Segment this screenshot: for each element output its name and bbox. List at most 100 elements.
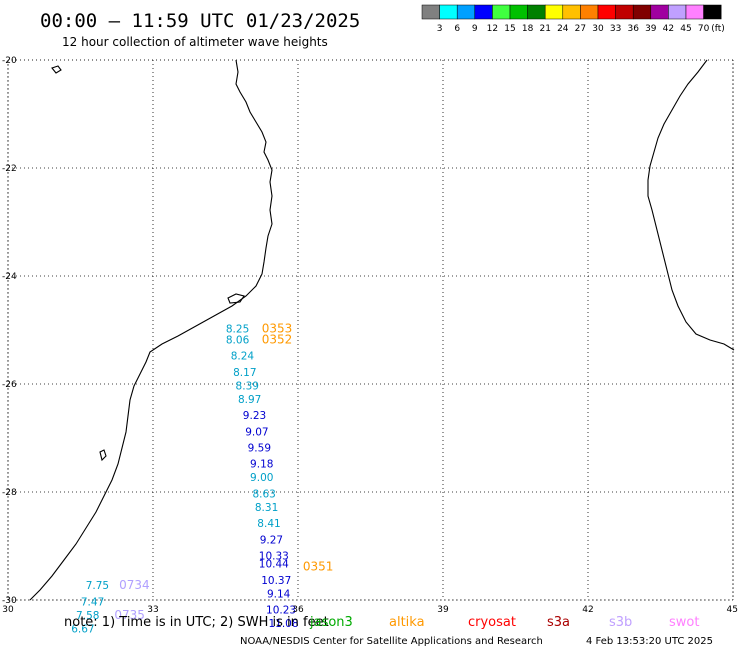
scale-label: 12 [487,24,498,34]
scale-swatch [668,4,687,20]
wave-height-label: 8.24 [231,351,255,363]
wave-height-label: 9.07 [245,426,268,438]
scale-swatch [544,4,564,20]
scale-swatch [685,4,704,20]
wave-height-label: 9.59 [248,443,271,455]
scale-label: 42 [663,24,674,34]
satellite-legend-item: s3a [547,615,570,630]
scale-swatch [474,4,493,20]
madagascar-coastline [647,59,735,351]
scale-swatch [615,4,634,20]
wave-height-label: 6.67 [71,623,94,635]
lat-label: -26 [2,380,17,390]
wave-height-label: 9.14 [267,588,291,600]
scale-label: 6 [454,24,460,34]
pass-time-label: 0353 [262,322,293,336]
scale-swatch [456,4,476,20]
coastline [29,59,735,601]
island-outline [51,65,62,74]
lat-label: -28 [2,488,17,498]
scale-label: 9 [472,24,478,34]
satellite-legend-item: s3b [609,615,632,630]
scale-swatch [703,4,722,20]
scale-label: 70 [698,24,710,34]
lake-outline [227,293,245,304]
wave-height-label: 10.23 [266,605,296,617]
credit: NOAA/NESDIS Center for Satellite Applica… [240,636,543,647]
scale-swatch [562,4,581,20]
pass-time-label: 0734 [119,578,150,592]
pass-time-label: 0351 [303,559,334,573]
map-title: 00:00 – 11:59 UTC 01/23/2025 [40,10,360,32]
scale-swatch [580,4,599,20]
timestamp: 4 Feb 13:53:20 UTC 2025 [586,636,713,647]
wave-height-label: 9.00 [250,472,273,484]
pass-time-label: 0735 [114,608,145,622]
map-frame [7,59,734,601]
lat-label: -30 [2,596,17,606]
scale-swatch [421,4,440,20]
lat-label: -24 [2,272,17,282]
scale-swatch [632,4,652,20]
wave-height-label: 8.63 [252,488,275,500]
lake-outline [99,449,107,462]
lon-label: 33 [147,605,158,615]
longitude-labels: 30 33 36 39 42 45 [2,605,738,615]
lat-label: -20 [2,56,17,66]
wave-height-label: 9.27 [260,534,283,546]
wave-height-label: 8.25 [226,324,249,336]
scale-label: 18 [522,24,534,34]
wave-height-label: 7.47 [81,596,104,608]
wave-height-label: 8.06 [226,335,250,347]
wave-height-label: 10.44 [259,559,289,571]
pass-time-label: 0352 [262,333,293,347]
graticule [7,59,734,601]
map-subtitle: 12 hour collection of altimeter wave hei… [62,35,328,49]
satellite-legend-item: jason3 [309,615,353,630]
scale-swatch [439,4,458,20]
scale-swatch [509,4,528,20]
scale-label: 36 [627,24,639,34]
wave-height-label: 9.18 [250,459,273,471]
lon-label: 39 [437,605,449,615]
scale-label: 27 [575,24,586,34]
scale-label: 15 [504,24,515,34]
scale-label: 30 [592,24,604,34]
wave-height-label: 8.31 [255,502,278,514]
satellite-legend-item: cryosat [468,615,516,630]
satellite-legend-item: swot [669,615,699,630]
africa-coastline [29,59,273,601]
lat-label: -22 [2,164,17,174]
scale-label: 45 [680,24,691,34]
scale-unit: (ft) [711,24,725,34]
wave-height-label: 7.75 [86,580,109,592]
wave-height-label: 8.97 [238,394,261,406]
lon-label: 36 [292,605,304,615]
satellite-legend-item: altika [389,615,425,630]
lon-label: 42 [582,605,593,615]
wave-height-observations: 8.258.06 8.24 8.178.39 8.97 9.23 9.07 9.59 9.18… [71,324,298,636]
scale-label: 33 [610,24,621,34]
wave-height-label: 10.33 [259,551,289,563]
lon-label: 45 [727,605,738,615]
scale-swatch [492,4,511,20]
scale-label: 39 [645,24,657,34]
scale-label: 3 [437,24,443,34]
wave-height-label: 7.58 [76,610,99,622]
satellite-legend: jason3 altika cryosat s3a s3b swot [309,615,699,630]
wave-height-label: 9.23 [243,410,266,422]
footer-note: note: 1) Time is in UTC; 2) SWH is in fe… [64,615,329,630]
wave-height-label: 11.08 [268,618,298,630]
lon-label: 30 [2,605,14,615]
latitude-labels: -20 -22 -24 -26 -28 -30 [2,56,17,606]
wave-height-label: 8.41 [257,518,280,530]
scale-swatch [650,4,669,20]
wave-height-label: 8.17 [233,367,256,379]
wave-height-label: 10.37 [261,575,291,587]
scale-swatch [527,4,546,20]
wave-height-label: 8.39 [236,380,259,392]
scale-label: 21 [539,24,550,34]
scale-label: 24 [557,24,569,34]
